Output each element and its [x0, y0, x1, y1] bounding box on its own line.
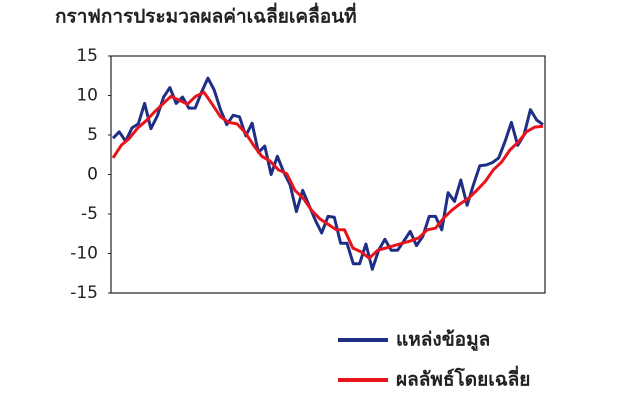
legend-label: แหล่งข้อมูล — [396, 329, 490, 352]
series-line — [111, 90, 544, 260]
y-tick-label: -5 — [81, 204, 98, 224]
plot-frame — [110, 55, 546, 294]
y-tick-label: 10 — [76, 86, 98, 106]
y-tick-label: -15 — [70, 283, 98, 303]
y-tick-label: 15 — [76, 46, 98, 66]
series-line — [111, 76, 544, 271]
legend-label: ผลลัพธ์โดยเฉลี่ย — [396, 366, 530, 391]
y-tick-label: 0 — [87, 165, 98, 185]
y-tick-label: 5 — [87, 125, 98, 145]
chart-title: กราฟการประมวลผลค่าเฉลี่ยเคลื่อนที่ — [55, 3, 357, 28]
y-tick-label: -10 — [70, 244, 98, 264]
